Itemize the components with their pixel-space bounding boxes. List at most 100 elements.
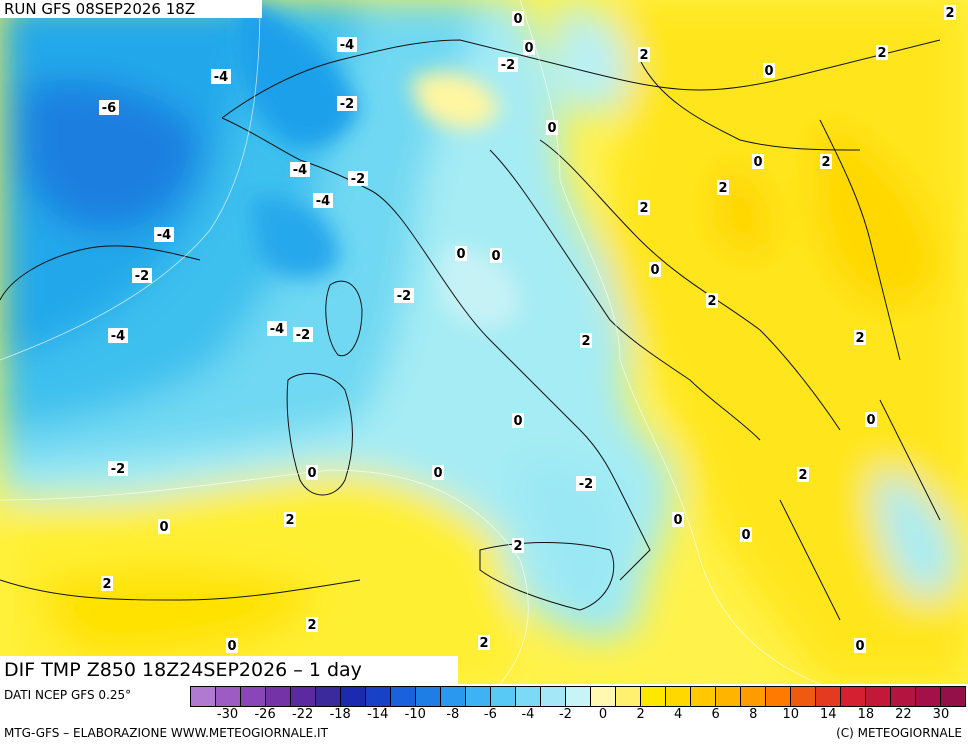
contour-label: 2: [512, 538, 524, 554]
contour-label: 0: [158, 519, 170, 535]
contour-label: 2: [797, 467, 809, 483]
contour-label: 0: [763, 63, 775, 79]
svg-text:2: 2: [707, 294, 716, 309]
color-swatch: [866, 687, 891, 706]
svg-text:0: 0: [227, 639, 236, 654]
contour-label: 0: [512, 11, 524, 27]
svg-text:0: 0: [673, 513, 682, 528]
contour-label: -4: [108, 328, 128, 344]
contour-label: -2: [293, 327, 313, 343]
color-scale-tick-label: 18: [857, 707, 875, 722]
color-scale-tick-label: 10: [782, 707, 800, 722]
contour-label: 0: [752, 154, 764, 170]
color-swatch: [816, 687, 841, 706]
contour-label: -4: [313, 193, 333, 209]
color-swatch: [891, 687, 916, 706]
contour-label: 0: [455, 246, 467, 262]
contour-label: 2: [101, 576, 113, 592]
color-swatch: [691, 687, 716, 706]
svg-text:-2: -2: [340, 97, 354, 112]
corsica-coast: [325, 280, 363, 357]
adriatic-east-coast: [539, 139, 841, 431]
color-swatch: [541, 687, 566, 706]
svg-text:2: 2: [821, 155, 830, 170]
color-swatch: [191, 687, 216, 706]
contour-label: -2: [108, 461, 128, 477]
sardinia-coast: [286, 372, 353, 496]
color-swatch: [666, 687, 691, 706]
contour-label: 2: [638, 200, 650, 216]
color-scale-tick-label: 6: [711, 707, 720, 722]
contour-label: -2: [394, 288, 414, 304]
coastlines: [0, 39, 941, 621]
color-scale-tick-label: -6: [483, 707, 497, 722]
color-swatch: [566, 687, 591, 706]
contour-label: 2: [820, 154, 832, 170]
svg-text:0: 0: [866, 413, 875, 428]
color-scale-ticks: -30 -26 -22 -18 -14 -10 -8 -6 -4 -2 0 2 4 6 8 10 14 18 22 3…: [190, 707, 966, 723]
contour-label: -4: [211, 69, 231, 85]
color-swatch: [741, 687, 766, 706]
svg-text:2: 2: [639, 201, 648, 216]
svg-text:-4: -4: [270, 322, 284, 337]
contour-label: 0: [740, 527, 752, 543]
color-swatch: [766, 687, 791, 706]
color-swatch: [841, 687, 866, 706]
svg-text:2: 2: [798, 468, 807, 483]
run-title: RUN GFS 08SEP2026 18Z: [0, 0, 262, 18]
color-scale-tick-label: -18: [329, 707, 351, 722]
svg-text:2: 2: [639, 48, 648, 63]
color-scale-tick-label: 30: [932, 707, 950, 722]
color-scale-tick-label: -2: [558, 707, 572, 722]
color-swatch: [641, 687, 666, 706]
svg-text:-2: -2: [111, 462, 125, 477]
contour-label: 2: [717, 180, 729, 196]
contour-label: 0: [523, 40, 535, 56]
color-swatch: [291, 687, 316, 706]
color-scale-tick-label: -26: [254, 707, 276, 722]
contour-label: 2: [306, 617, 318, 633]
svg-text:0: 0: [433, 466, 442, 481]
italian-peninsula-coast: [221, 117, 651, 581]
svg-text:-2: -2: [135, 269, 149, 284]
product-title: DIF TMP Z850 18Z24SEP2026 – 1 day: [0, 656, 458, 684]
svg-text:0: 0: [513, 12, 522, 27]
contour-label: 2: [638, 47, 650, 63]
svg-text:0: 0: [159, 520, 168, 535]
svg-text:2: 2: [102, 577, 111, 592]
color-swatch: [591, 687, 616, 706]
svg-text:-2: -2: [296, 328, 310, 343]
svg-text:2: 2: [945, 6, 954, 21]
contour-label: 0: [432, 465, 444, 481]
color-swatch: [791, 687, 816, 706]
contour-label: 0: [546, 120, 558, 136]
color-swatch: [366, 687, 391, 706]
svg-text:-4: -4: [214, 70, 228, 85]
svg-text:2: 2: [877, 46, 886, 61]
temperature-anomaly-map: 0 2-4 0-22 2-4 0-6 -200 2-4-22-4 2-40 0-2 0-2 2-4-…: [0, 0, 968, 684]
color-swatch: [516, 687, 541, 706]
color-swatch: [416, 687, 441, 706]
svg-text:0: 0: [764, 64, 773, 79]
contour-label: -2: [576, 476, 596, 492]
svg-text:0: 0: [524, 41, 533, 56]
svg-text:2: 2: [285, 513, 294, 528]
svg-text:-4: -4: [157, 228, 171, 243]
svg-text:0: 0: [753, 155, 762, 170]
alps-border: [221, 39, 941, 119]
svg-text:0: 0: [650, 263, 659, 278]
color-scale-tick-label: -4: [521, 707, 535, 722]
contour-label: -2: [348, 171, 368, 187]
contour-label: -6: [99, 100, 119, 116]
color-scale-tick-label: -30: [216, 707, 239, 722]
contour-label: 2: [478, 635, 490, 651]
color-scale-tick-label: 2: [636, 707, 645, 722]
color-swatch: [491, 687, 516, 706]
color-scale-tick-label: -8: [446, 707, 460, 722]
contour-line: [0, 469, 529, 684]
contour-label: -4: [337, 37, 357, 53]
svg-text:0: 0: [491, 249, 500, 264]
svg-text:0: 0: [547, 121, 556, 136]
svg-text:2: 2: [718, 181, 727, 196]
